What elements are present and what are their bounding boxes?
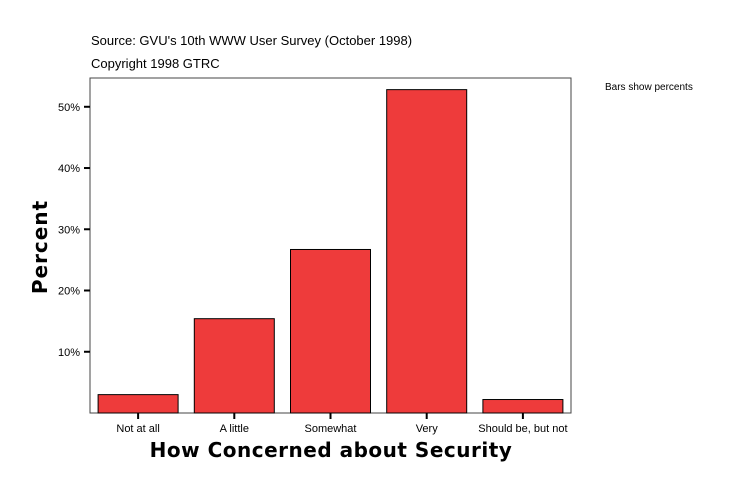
bar-not-at-all <box>97 394 179 414</box>
x-tick-label: A little <box>220 423 249 435</box>
bar-a-little <box>193 318 275 414</box>
y-tick-label: 10% <box>58 347 80 359</box>
x-tick-label: Not at all <box>116 423 159 435</box>
chart-source: Source: GVU's 10th WWW User Survey (Octo… <box>91 33 413 48</box>
y-tick-label: 20% <box>58 286 80 298</box>
chart-copyright: Copyright 1998 GTRC <box>91 56 220 71</box>
y-tick-label: 40% <box>58 163 80 175</box>
x-axis-label: How Concerned about Security <box>149 438 513 462</box>
y-tick-label: 30% <box>58 224 80 236</box>
chart-note: Bars show percents <box>605 82 693 93</box>
bar-somewhat <box>290 248 371 414</box>
x-tick-label: Should be, but not <box>478 423 567 435</box>
x-tick-label: Very <box>416 423 439 435</box>
y-tick-label: 50% <box>58 102 80 114</box>
bar-very <box>386 89 468 414</box>
x-tick-label: Somewhat <box>305 423 357 435</box>
bar-should-be-but-not <box>482 399 564 414</box>
